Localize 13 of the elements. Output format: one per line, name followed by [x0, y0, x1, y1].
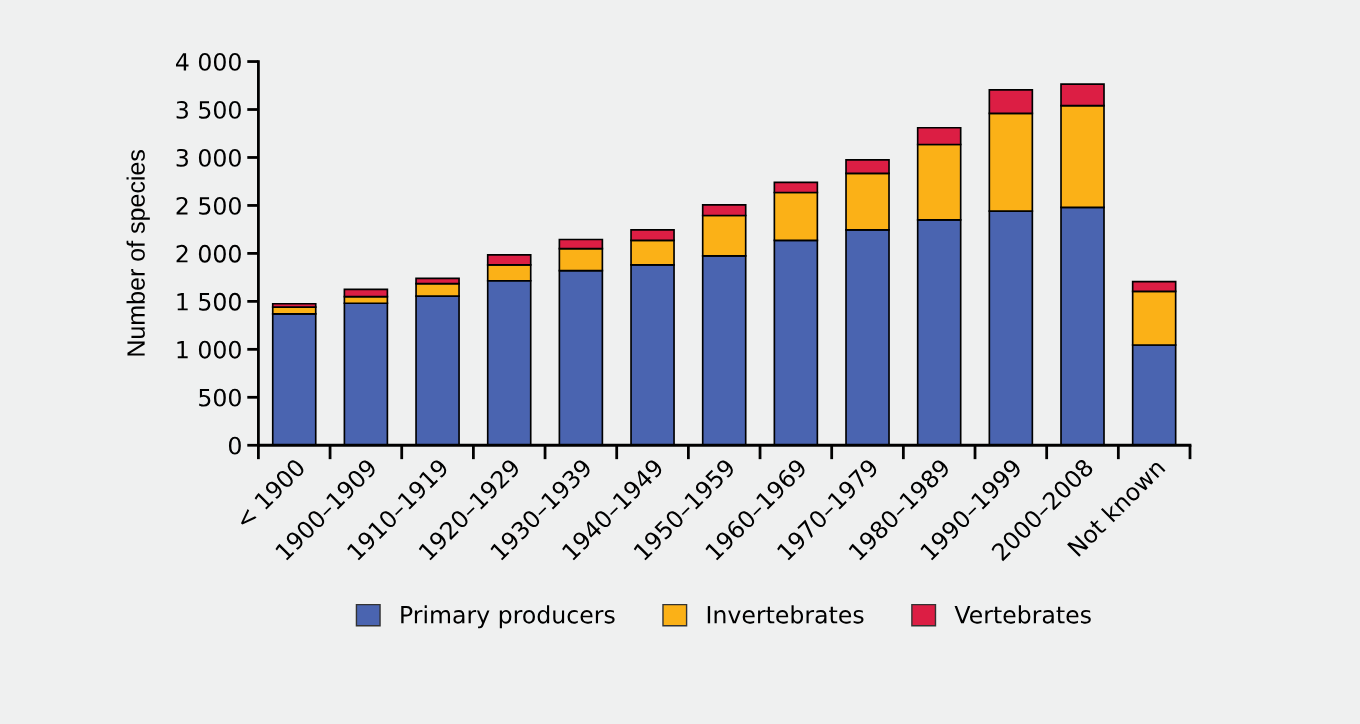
y-tick-label: 2 000 — [176, 244, 241, 263]
legend-label: Invertebrates — [707, 605, 864, 624]
y-tick-label: 500 — [199, 388, 241, 407]
legend-label: Primary producers — [401, 605, 615, 629]
y-tick-label: 1 500 — [177, 292, 241, 311]
y-tick-label: 0 — [228, 436, 241, 455]
y-axis-title: Number of species — [126, 150, 150, 356]
y-tick-label: 2 500 — [176, 196, 241, 215]
y-tick-label: 3 500 — [176, 100, 241, 119]
y-tick-label: 4 000 — [175, 52, 241, 71]
y-tick-label: 3 000 — [176, 148, 241, 167]
y-tick-label: 1 000 — [177, 340, 241, 359]
legend-label: Vertebrates — [954, 605, 1091, 624]
